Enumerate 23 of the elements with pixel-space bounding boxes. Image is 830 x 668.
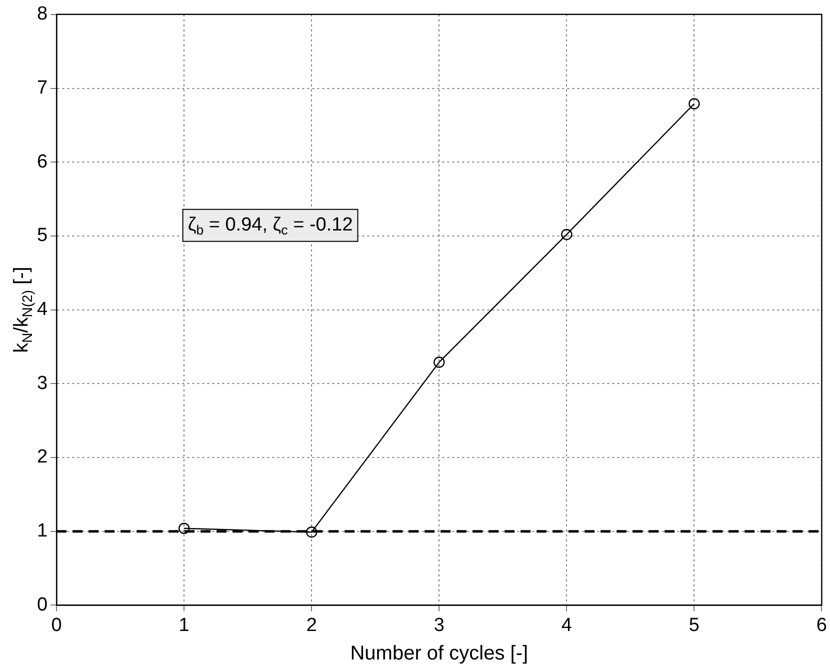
x-tick-label: 1 (178, 614, 190, 636)
y-tick-label: 7 (36, 77, 48, 98)
point (178, 522, 190, 534)
y-tick-label: 0 (36, 594, 48, 616)
y-axis-title: kN/kN(2) [-] (10, 266, 35, 353)
y-tick-label: 5 (36, 225, 48, 246)
x-axis-title: Number of cycles [-] (350, 642, 528, 665)
y-tick-label: 8 (36, 4, 48, 25)
x-tick-label: 3 (434, 614, 444, 636)
x-tick-label: 4 (561, 614, 572, 636)
x-tick-label: 0 (51, 614, 62, 636)
point (561, 228, 572, 240)
y-tick-label: 2 (36, 446, 48, 468)
y-tick-label: 6 (36, 151, 48, 172)
point (306, 526, 318, 538)
point (688, 98, 700, 110)
y-tick-label: 1 (36, 520, 48, 542)
point (434, 356, 445, 368)
x-tick-label: 5 (688, 614, 700, 636)
y-tick-label: 3 (36, 372, 48, 394)
x-tick-label: 2 (306, 614, 317, 636)
x-tick-label: 6 (816, 614, 828, 636)
y-tick-label: 4 (36, 299, 48, 320)
